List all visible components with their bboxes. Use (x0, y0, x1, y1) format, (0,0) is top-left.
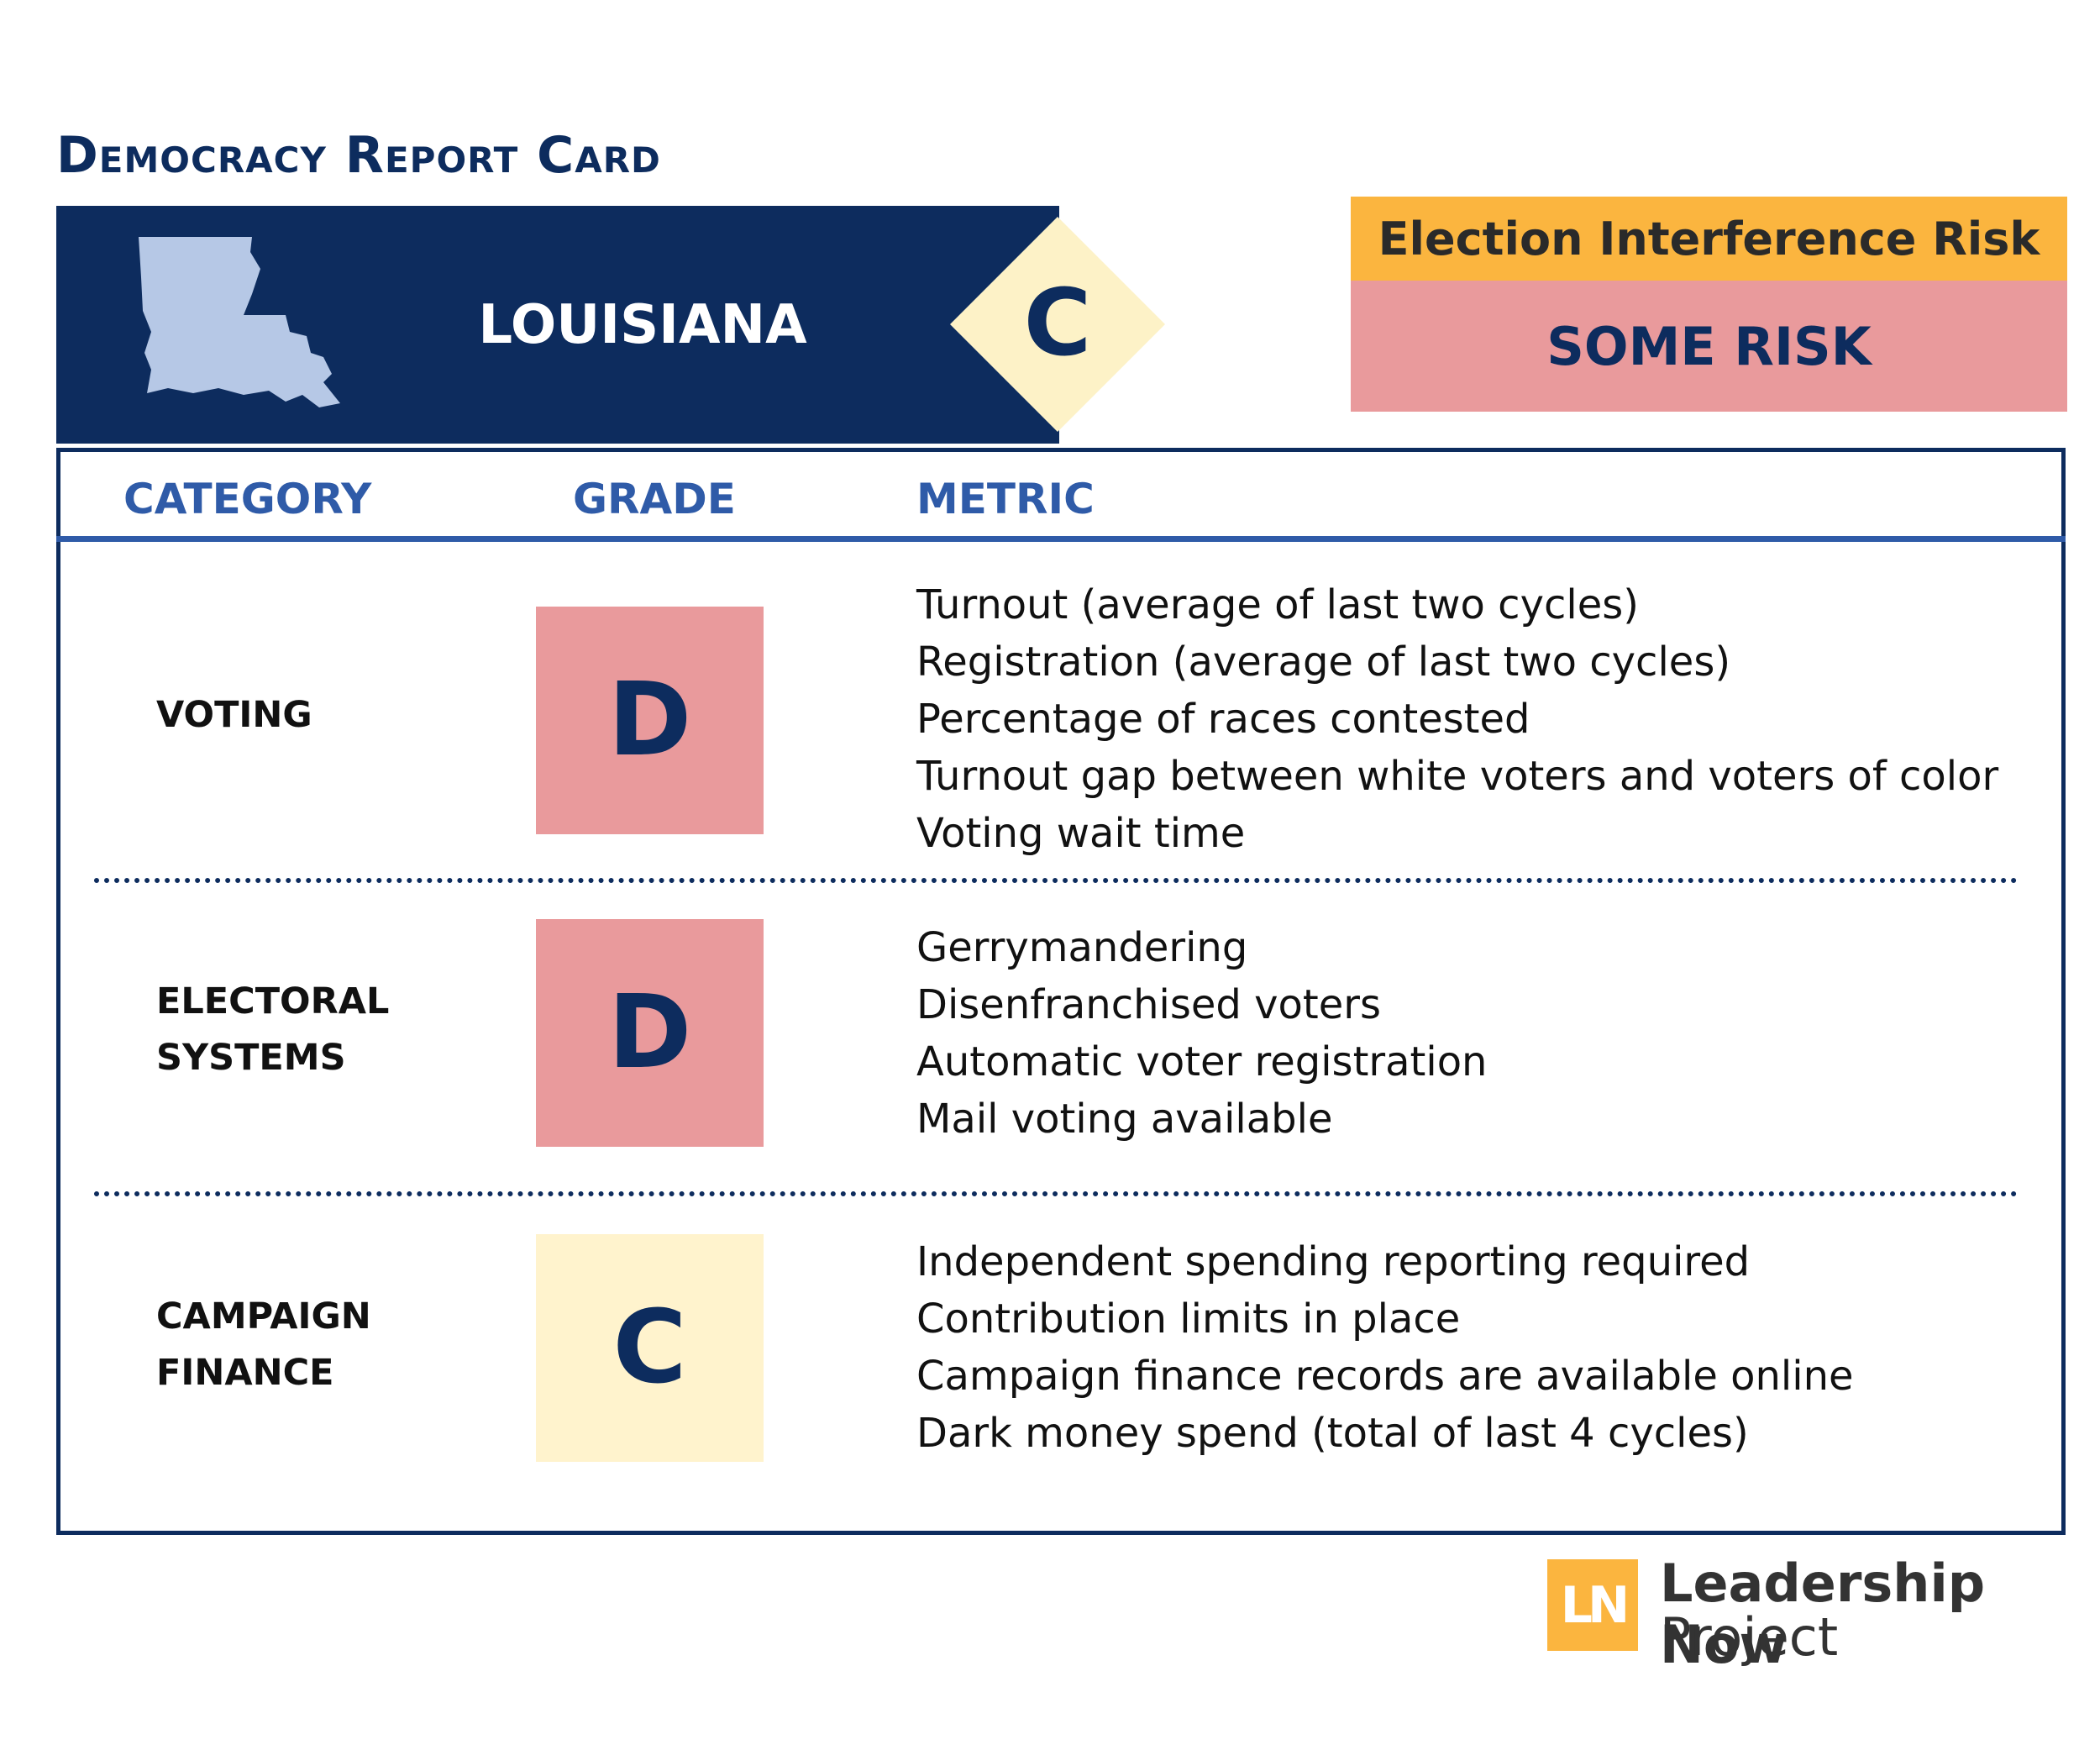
title: Democracy Report Card (56, 126, 661, 185)
metric: Automatic voter registration (916, 1038, 1488, 1085)
metric: Independent spending reporting required (916, 1238, 1751, 1285)
row-divider (94, 878, 2018, 883)
logo-sub: Project (1660, 1606, 1839, 1668)
metric: Voting wait time (916, 810, 1246, 857)
grade-box: C (536, 1234, 764, 1462)
metric: Contribution limits in place (916, 1295, 1461, 1343)
metric: Percentage of races contested (916, 696, 1530, 743)
grade-box: D (536, 919, 764, 1147)
metric: Turnout (average of last two cycles) (916, 581, 1639, 628)
grade-diamond (950, 217, 1165, 432)
table-frame (56, 448, 2066, 1535)
category: ELECTORAL SYSTEMS (156, 980, 390, 1079)
banner (56, 206, 1165, 444)
risk-label: Election Interference Risk (1351, 197, 2067, 281)
metric: Registration (average of last two cycles… (916, 639, 1731, 686)
metric: Campaign finance records are available o… (916, 1353, 1854, 1400)
column-header: CATEGORY (123, 475, 372, 523)
logo-name: Leadership Now (1660, 1553, 1986, 1675)
column-header: METRIC (916, 475, 1095, 523)
category: VOTING (156, 693, 312, 736)
metric: Mail voting available (916, 1096, 1333, 1143)
metric: Disenfranchised voters (916, 981, 1382, 1028)
grade-box: D (536, 607, 764, 834)
column-header: GRADE (573, 475, 736, 523)
header-rule (56, 536, 2066, 542)
metric: Dark money spend (total of last 4 cycles… (916, 1410, 1749, 1457)
state-grade: C (1023, 269, 1092, 376)
category: CAMPAIGN FINANCE (156, 1295, 371, 1394)
row-divider (94, 1191, 2018, 1196)
metric: Gerrymandering (916, 924, 1248, 971)
state-name: LOUISIANA (478, 294, 807, 356)
logo-mark: LN (1547, 1559, 1638, 1651)
metric: Turnout gap between white voters and vot… (916, 753, 1999, 800)
risk-value: SOME RISK (1351, 281, 2067, 412)
state-shape (139, 237, 340, 407)
